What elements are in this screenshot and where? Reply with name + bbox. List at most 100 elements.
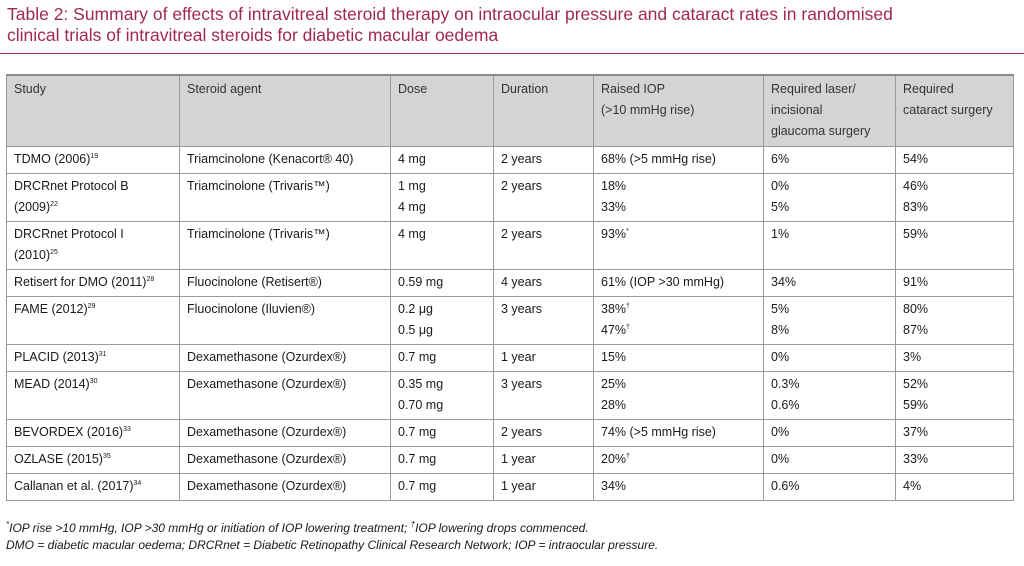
reference-superscript: 19 [90, 152, 99, 160]
header-study: Study [6, 74, 180, 147]
raised-iop-cell: 38%† 47%† [593, 296, 764, 345]
raised-iop-text: 20% [601, 452, 627, 466]
header-required-laser-surgery-line: glaucoma surgery [771, 124, 871, 138]
dose-cell: 0.59 mg [390, 269, 494, 297]
steroid-agent-cell: Triamcinolone (Trivaris™) [179, 221, 391, 270]
raised-iop-value: 18% [601, 176, 755, 197]
raised-iop-cell: 34% [593, 473, 764, 501]
dose-value: 0.70 mg [398, 398, 444, 412]
dose-value: 1 mg [398, 179, 426, 193]
reference-superscript: 28 [146, 275, 155, 283]
table-row: DRCRnet Protocol I (2010)25 Triamcinolone … [6, 221, 1014, 270]
raised-iop-text: 61% (IOP >30 mmHg) [601, 275, 725, 289]
raised-iop-cell: 68% (>5 mmHg rise) [593, 146, 764, 174]
dose-cell: 0.35 mg 0.70 mg [390, 371, 494, 420]
cataract-surgery-cell: 37% [895, 419, 1014, 447]
reference-superscript: 34 [133, 479, 142, 487]
reference-superscript: 29 [87, 302, 96, 310]
laser-surgery-value: 8% [771, 323, 790, 337]
laser-surgery-value: 6% [771, 152, 790, 166]
study-cell: FAME (2012)29 [6, 296, 180, 345]
raised-iop-value: 28% [601, 395, 755, 416]
study-cell: DRCRnet Protocol I (2010)25 [6, 221, 180, 270]
raised-iop-text: 74% (>5 mmHg rise) [601, 425, 716, 439]
laser-surgery-cell: 6% [763, 146, 896, 174]
study-text: (2009) [14, 200, 51, 214]
study-value: BEVORDEX (2016)33 [14, 422, 171, 443]
cataract-surgery-value: 46% [903, 179, 929, 193]
raised-iop-value: 68% (>5 mmHg rise) [601, 149, 755, 170]
duration-cell: 3 years [493, 371, 594, 420]
cataract-surgery-value: 4% [903, 479, 922, 493]
dose-cell: 4 mg [390, 221, 494, 270]
laser-surgery-value: 0.6% [771, 398, 800, 412]
steroid-agent-cell: Triamcinolone (Trivaris™) [179, 173, 391, 222]
cataract-surgery-cell: 59% [895, 221, 1014, 270]
header-required-cataract-surgery: Required cataract surgery [895, 74, 1014, 147]
raised-iop-value: 74% (>5 mmHg rise) [601, 422, 755, 443]
table-row: TDMO (2006)19 Triamcinolone (Kenacort® 40… [6, 146, 1014, 174]
header-raised-iop-line: Raised IOP [601, 82, 665, 96]
cataract-surgery-value: 33% [903, 452, 929, 466]
table-header-row: Study Steroid agent Dose Duration Raised IOP… [6, 74, 1014, 147]
reference-superscript: 33 [123, 425, 131, 433]
dose-value: 0.7 mg [398, 479, 437, 493]
raised-iop-value: 47%† [601, 320, 755, 341]
study-value: (2010)25 [14, 245, 171, 266]
table-row: OZLASE (2015)35 Dexamethasone (Ozurdex®) 0… [6, 446, 1014, 474]
study-value: PLACID (2013)31 [14, 347, 171, 368]
table-title-line-2: clinical trials of intravitreal steroids… [7, 25, 499, 45]
dose-value: 0.2 μg [398, 302, 434, 316]
header-required-laser-surgery-line: incisional [771, 103, 823, 117]
raised-iop-text: 38% [601, 302, 627, 316]
footnote-dagger: † [410, 520, 416, 529]
duration-cell: 1 year [493, 473, 594, 501]
steroid-agent-cell: Fluocinolone (Iluvien®) [179, 296, 391, 345]
laser-surgery-cell: 0.3% 0.6% [763, 371, 896, 420]
header-required-cataract-surgery-line: Required [903, 82, 954, 96]
cataract-surgery-cell: 80% 87% [895, 296, 1014, 345]
header-required-laser-surgery-line: Required laser/ [771, 82, 856, 96]
reference-superscript: 25 [50, 248, 58, 256]
reference-superscript: 30 [89, 377, 98, 385]
table-row: PLACID (2013)31 Dexamethasone (Ozurdex®) 0… [6, 344, 1014, 372]
footnote-asterisk: * [6, 520, 10, 529]
study-value: OZLASE (2015)35 [14, 449, 171, 470]
study-text: OZLASE (2015) [14, 452, 103, 466]
raised-iop-value: 25% [601, 374, 755, 395]
steroid-agent-cell: Dexamethasone (Ozurdex®) [179, 344, 391, 372]
title-divider [0, 53, 1024, 54]
cataract-surgery-value: 59% [903, 398, 929, 412]
reference-superscript: 31 [98, 350, 107, 358]
study-text: MEAD (2014) [14, 377, 90, 391]
raised-iop-text: 28% [601, 398, 627, 412]
study-cell: OZLASE (2015)35 [6, 446, 180, 474]
dose-value: 4 mg [398, 200, 426, 214]
reference-superscript: * [626, 227, 629, 235]
cataract-surgery-value: 87% [903, 323, 929, 337]
table-row: Callanan et al. (2017)34 Dexamethasone (O… [6, 473, 1014, 501]
study-value: DRCRnet Protocol B [14, 176, 171, 197]
header-steroid-agent-line: Steroid agent [187, 82, 262, 96]
laser-surgery-value: 0% [771, 452, 790, 466]
cataract-surgery-cell: 52% 59% [895, 371, 1014, 420]
dose-cell: 0.2 μg 0.5 μg [390, 296, 494, 345]
reference-superscript: † [626, 323, 630, 331]
dose-value: 0.7 mg [398, 350, 437, 364]
duration-cell: 2 years [493, 146, 594, 174]
footnote-1-text-b: IOP lowering drops commenced. [415, 521, 589, 535]
dose-value: 0.7 mg [398, 452, 437, 466]
study-text: BEVORDEX (2016) [14, 425, 124, 439]
raised-iop-value: 93%* [601, 224, 755, 245]
raised-iop-value: 38%† [601, 299, 755, 320]
dose-value: 0.7 mg [398, 425, 437, 439]
table-row: DRCRnet Protocol B (2009)22 Triamcinolone … [6, 173, 1014, 222]
study-value: FAME (2012)29 [14, 299, 171, 320]
study-text: (2010) [14, 248, 51, 262]
study-value: MEAD (2014)30 [14, 374, 171, 395]
dose-value: 4 mg [398, 152, 426, 166]
laser-surgery-cell: 0% [763, 446, 896, 474]
steroid-agent-cell: Triamcinolone (Kenacort® 40) [179, 146, 391, 174]
study-text: Retisert for DMO (2011) [14, 275, 147, 289]
table-title: Table 2: Summary of effects of intravitr… [7, 4, 1007, 46]
